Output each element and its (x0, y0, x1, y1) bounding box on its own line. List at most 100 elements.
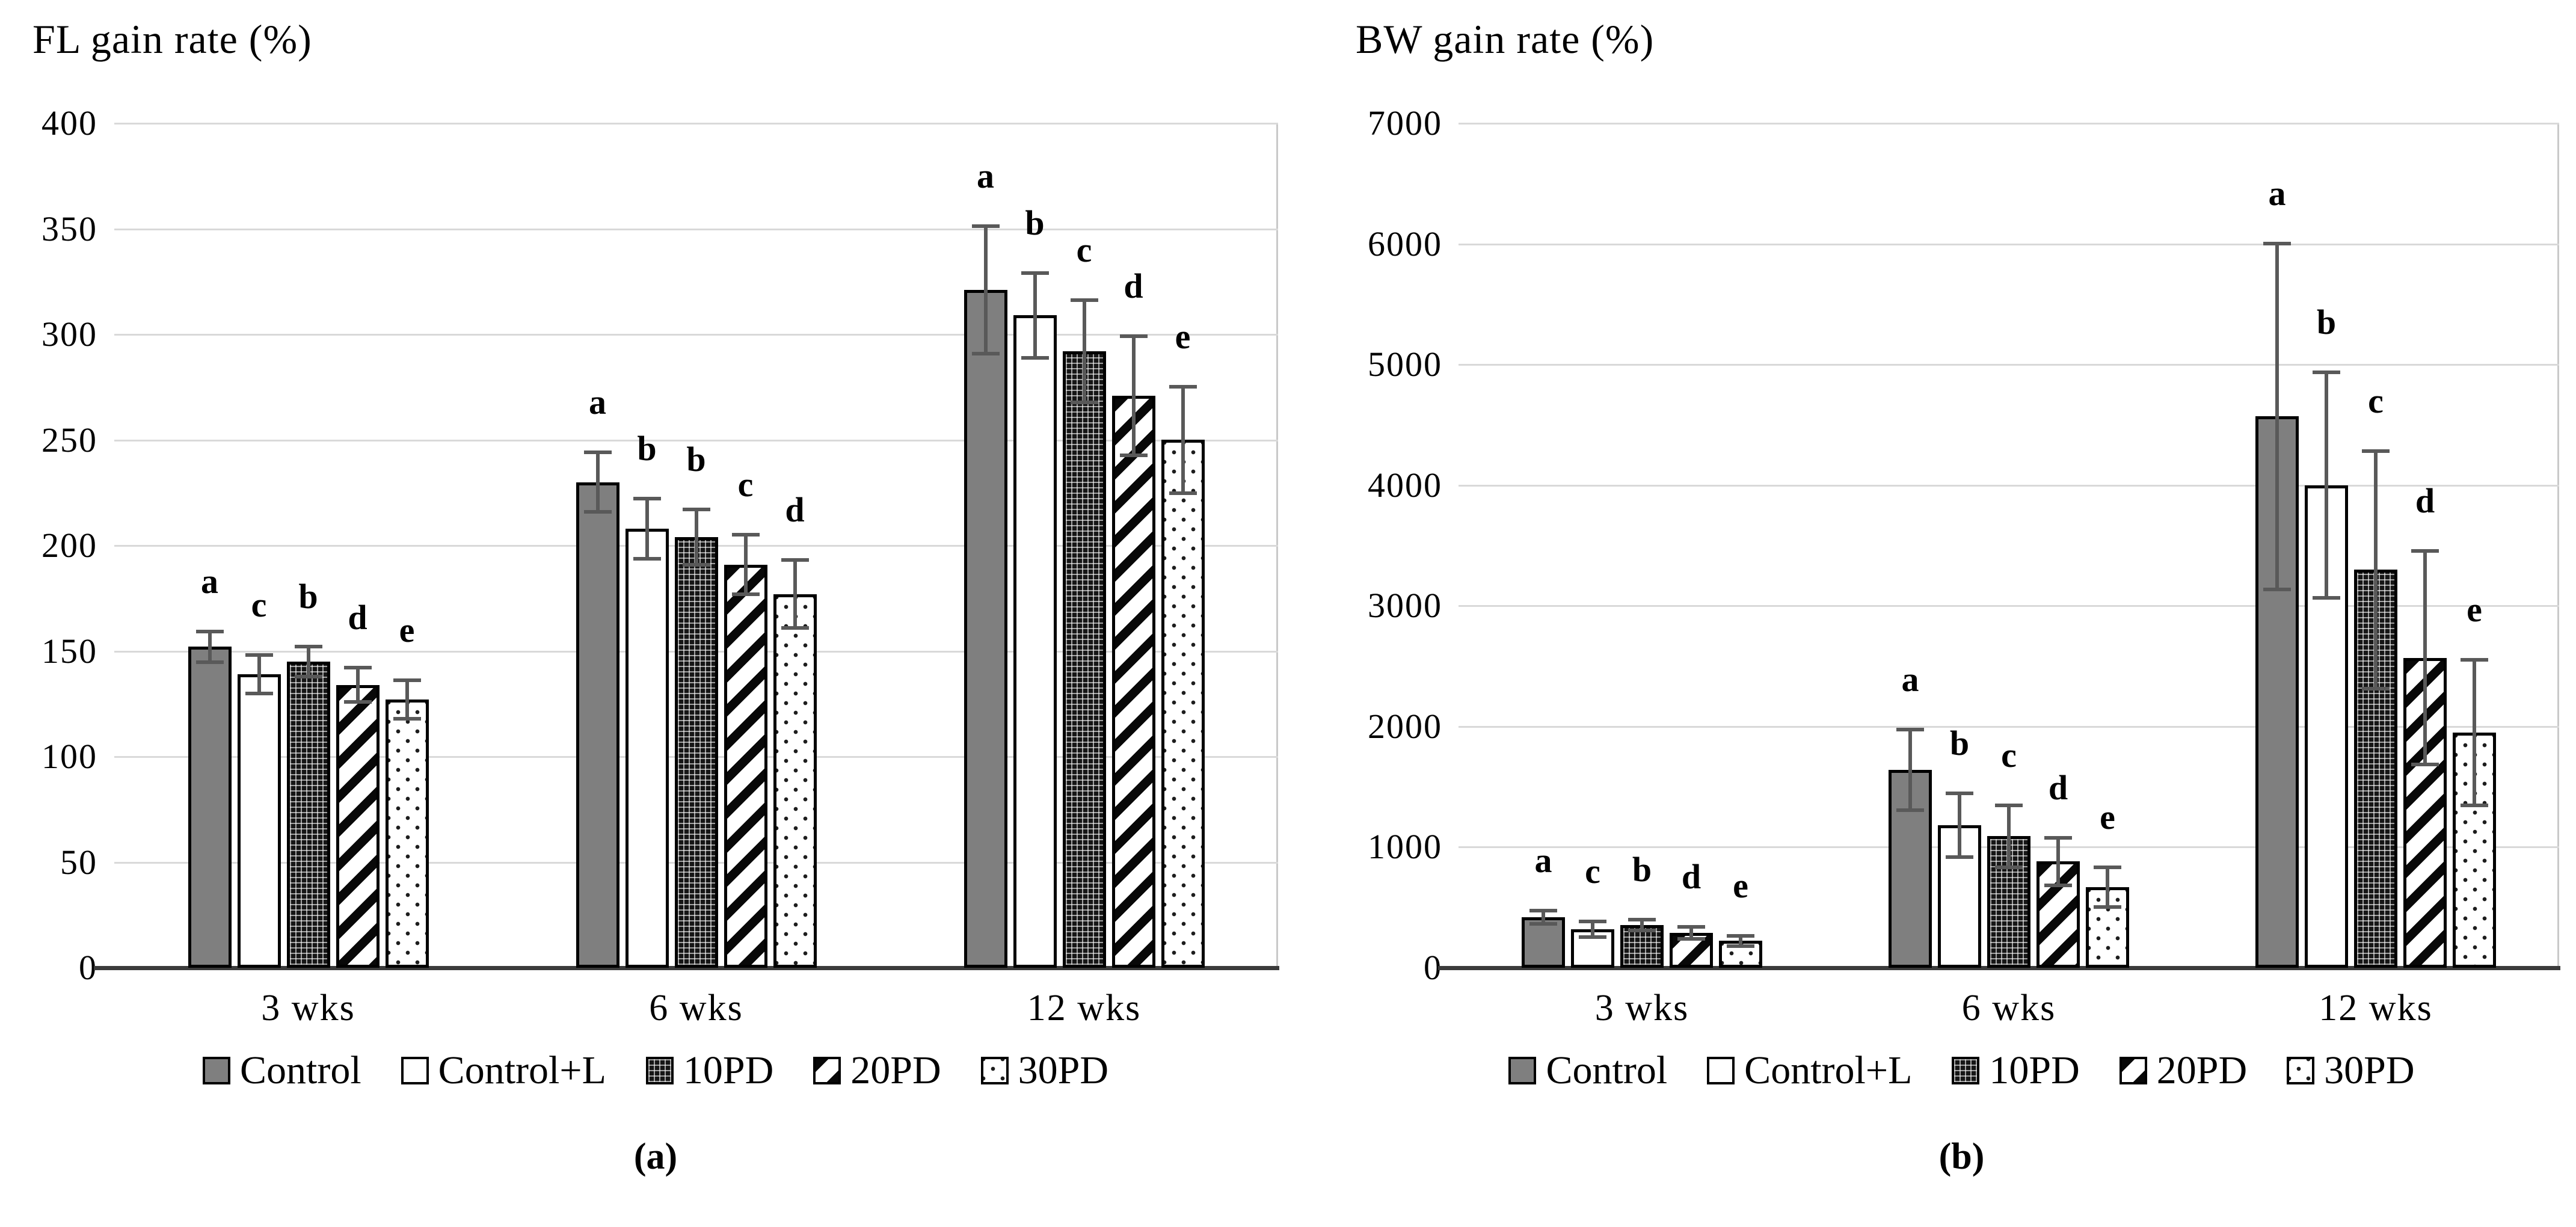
x-tick-label: 3 wks (261, 988, 355, 1029)
legend-swatch-diag-stripe (813, 1057, 841, 1084)
bar-30pd (773, 594, 817, 968)
error-bar-line (405, 678, 409, 721)
sig-letter: e (2467, 589, 2482, 629)
error-bar-line (2007, 804, 2011, 869)
error-bar-cap-top (1896, 727, 1924, 731)
error-bar-cap-top (343, 666, 372, 670)
sig-letter: a (2268, 173, 2286, 213)
y-axis-labels: 0 50 100 150 200 250 300 350 400 (24, 103, 97, 987)
sig-letter: b (686, 439, 706, 479)
error-bar (2044, 836, 2072, 887)
error-bar (1995, 804, 2023, 869)
error-bar-cap-top (195, 630, 224, 634)
error-bar-cap-top (1119, 334, 1148, 338)
error-bar-cap-bottom (731, 592, 760, 597)
legend-swatch-light-dots (2287, 1057, 2315, 1084)
bar-control (964, 290, 1007, 968)
error-bar-cap-bottom (195, 660, 224, 664)
error-bar (1021, 271, 1049, 360)
error-bar-cap-bottom (393, 717, 421, 721)
gridline-2000 (1459, 725, 2559, 728)
gridline-7000 (1459, 123, 2559, 125)
y-tick-label: 400 (41, 103, 97, 143)
gridline-5000 (1459, 364, 2559, 366)
bar-control (2255, 416, 2299, 968)
error-bar-line (1131, 334, 1136, 457)
error-bar-cap-bottom (2094, 905, 2121, 909)
error-bar-cap-bottom (1946, 855, 1973, 860)
error-bar (393, 678, 421, 721)
error-bar (195, 630, 224, 664)
error-bar-line (1689, 924, 1693, 941)
error-bar-cap-bottom (971, 352, 1000, 356)
error-bar-cap-bottom (583, 510, 612, 514)
legend-label: 20PD (850, 1048, 941, 1092)
error-bar-line (1082, 298, 1086, 404)
sig-letter: e (2100, 797, 2115, 837)
error-bar-line (645, 497, 649, 561)
error-bar (1529, 908, 1557, 926)
error-bar-line (1033, 271, 1037, 360)
sig-letter: b (1025, 203, 1045, 242)
chart-title-bw: BW gain rate (%) (1356, 16, 1655, 62)
x-tick-label: 12 wks (1027, 988, 1142, 1029)
gridline-4000 (1459, 484, 2559, 487)
bar-controlplusl (625, 529, 669, 968)
sig-letter: d (2048, 768, 2068, 808)
sig-letter: a (1534, 840, 1552, 880)
error-bar-cap-bottom (781, 626, 809, 630)
legend-label: 30PD (2324, 1048, 2415, 1092)
panel-caption-b: (b) (1938, 1136, 1985, 1177)
error-bar-cap-bottom (1529, 921, 1557, 926)
chart-title-fl: FL gain rate (%) (32, 16, 312, 62)
x-tick-label: 6 wks (649, 988, 743, 1029)
sig-letter: c (2368, 381, 2384, 420)
error-bar-cap-top (731, 532, 760, 537)
error-bar (1677, 924, 1705, 941)
error-bar-line (207, 630, 212, 664)
y-tick-label: 6000 (1368, 224, 1442, 263)
error-bar-cap-top (2362, 449, 2390, 453)
error-bar-cap-top (2263, 241, 2291, 245)
error-bar (1946, 792, 1973, 860)
legend-item-10pd: 10PD (645, 1048, 773, 1093)
legend-item-30pd: 30PD (2287, 1048, 2415, 1093)
legend-swatch-white (1707, 1057, 1735, 1084)
error-bar-line (257, 653, 261, 696)
error-bar-cap-bottom (1119, 453, 1148, 457)
error-bar (245, 653, 273, 696)
sig-letter: d (2415, 481, 2435, 521)
error-bar-line (2423, 549, 2427, 767)
error-bar-cap-bottom (1579, 935, 1606, 939)
y-tick-label: 50 (60, 842, 97, 882)
error-bar-line (2325, 371, 2328, 600)
error-bar-cap-top (393, 678, 421, 683)
error-bar-cap-top (1021, 271, 1049, 275)
sig-letter: b (1632, 849, 1652, 889)
legend-swatch-light-dots (980, 1057, 1009, 1084)
error-bar-cap-top (1579, 919, 1606, 923)
error-bar-cap-bottom (1021, 356, 1049, 360)
error-bar (343, 666, 372, 704)
error-bar-cap-top (1727, 934, 1754, 938)
legend-label: 20PD (2156, 1048, 2248, 1092)
error-bar-cap-bottom (2411, 763, 2439, 767)
legend-swatch-solid-gray (202, 1057, 230, 1084)
y-tick-label: 300 (41, 315, 97, 354)
error-bar (294, 644, 322, 679)
error-bar (1119, 334, 1148, 457)
legend-swatch-diag-stripe (2119, 1057, 2147, 1084)
error-bar-cap-top (1070, 298, 1098, 303)
legend-item-20pd: 20PD (813, 1048, 941, 1093)
legend-item-10pd: 10PD (1952, 1048, 2080, 1093)
error-bar-cap-top (2044, 836, 2072, 840)
bar-20pd (336, 685, 380, 968)
error-bar (1169, 385, 1197, 495)
error-bar-cap-bottom (1727, 944, 1754, 948)
y-tick-label: 200 (41, 526, 97, 565)
bar-20pd (724, 565, 767, 968)
sig-letter: a (977, 156, 994, 196)
legend: Control Control+L 10PD 20PD 30PD (1347, 1048, 2576, 1093)
